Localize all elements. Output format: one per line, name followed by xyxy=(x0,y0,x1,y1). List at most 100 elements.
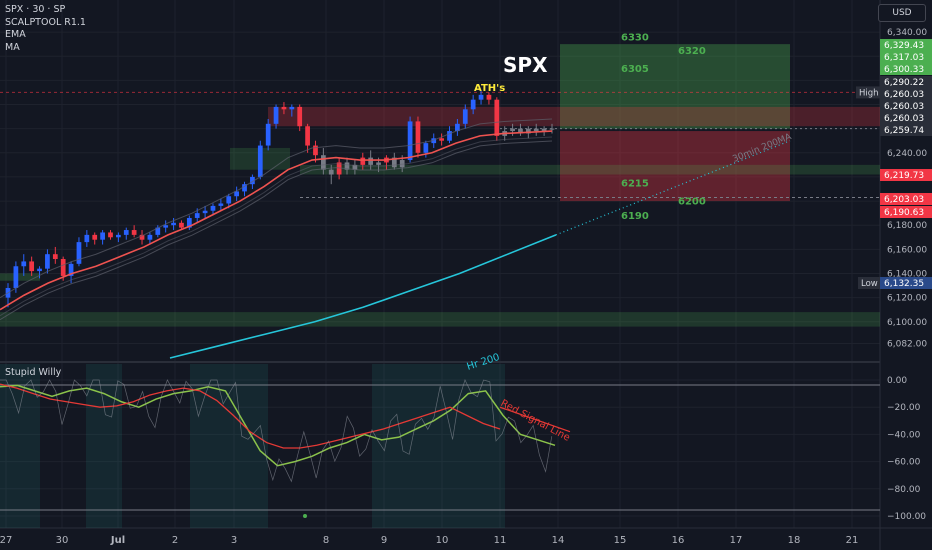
sub-tick: −20.00 xyxy=(887,403,921,413)
ema-band-upper xyxy=(0,118,553,299)
candle-body xyxy=(297,106,303,127)
candle-body xyxy=(171,222,176,226)
candle-body xyxy=(163,225,169,228)
supply-zone xyxy=(268,106,880,127)
demand-zone-4 xyxy=(0,312,880,327)
indicator-lines xyxy=(0,118,791,359)
candle-body xyxy=(273,106,279,124)
time-tick: 18 xyxy=(788,535,801,546)
level-label: 6190 xyxy=(621,211,649,222)
candle-body xyxy=(37,268,42,272)
candle-body xyxy=(108,232,113,238)
price-tick: 6,160.00 xyxy=(887,245,927,255)
demand-zone-3 xyxy=(0,273,40,281)
indicator-scalptool[interactable]: SCALPTOOL R1.1 xyxy=(5,16,86,28)
signal-red-extension xyxy=(499,406,571,433)
candle-body xyxy=(45,254,50,269)
candle-body xyxy=(131,230,137,235)
candle-body xyxy=(478,94,484,100)
indicator-ema[interactable]: EMA xyxy=(5,29,26,40)
candle-body xyxy=(541,128,547,132)
time-tick: 10 xyxy=(436,535,449,546)
ema-band-lower xyxy=(0,140,553,321)
candle-body xyxy=(76,242,82,264)
sub-highlight xyxy=(372,364,505,528)
indicator-ma[interactable]: MA xyxy=(5,41,20,53)
price-label-text: 6,132.35 xyxy=(884,279,924,289)
signal-dot xyxy=(303,514,307,518)
level-label: 6305 xyxy=(621,64,649,75)
price-tick: 6,120.00 xyxy=(887,294,927,304)
chart-title: SPX xyxy=(503,53,548,77)
time-tick: 14 xyxy=(552,535,565,546)
price-label-text: 6,259.74 xyxy=(884,126,924,136)
price-label-text: 6,317.03 xyxy=(884,53,924,63)
currency-button[interactable]: USD xyxy=(878,4,926,22)
price-label-box xyxy=(880,277,932,289)
candle-body xyxy=(194,213,200,218)
signal-raw-line xyxy=(0,379,553,483)
candle-body xyxy=(376,162,381,165)
time-tick: Jul xyxy=(110,535,125,546)
price-label-text: 6,290.22 xyxy=(884,78,924,88)
candle-body xyxy=(13,266,19,288)
price-label-box xyxy=(880,51,932,63)
price-label-text: 6,260.03 xyxy=(884,102,924,112)
candle-body xyxy=(360,157,366,165)
legend: SPX · 30 · SP SCALPTOOL R1.1 EMA MA xyxy=(5,4,86,54)
price-label-box xyxy=(880,124,932,136)
candle-body xyxy=(226,196,232,204)
time-tick: 9 xyxy=(381,535,387,546)
price-label-text: 6,300.33 xyxy=(884,65,924,75)
candle-body xyxy=(21,261,27,267)
candle-body xyxy=(510,128,515,132)
candle-body xyxy=(415,121,421,153)
candle-body xyxy=(549,128,555,130)
time-tick: 11 xyxy=(494,535,507,546)
level-label: 6320 xyxy=(678,46,706,57)
candle-body xyxy=(250,176,255,185)
candle-body xyxy=(29,261,35,272)
candle-body xyxy=(257,145,263,177)
time-tick: 16 xyxy=(672,535,685,546)
candle-body xyxy=(423,143,429,153)
ema-band-inner xyxy=(0,136,553,317)
subpanel-legend[interactable]: Stupid Willy xyxy=(5,367,62,378)
candle-body xyxy=(179,222,184,228)
zones: 6330 6320 6305 6215 6200 6190 xyxy=(0,33,880,327)
price-label-box xyxy=(880,112,932,124)
level-label: 6215 xyxy=(621,179,649,190)
price-label-box xyxy=(880,100,932,112)
candle-body xyxy=(486,94,492,100)
sub-tick: −80.00 xyxy=(887,485,921,495)
price-tick: 6,100.00 xyxy=(887,318,927,328)
candle-body xyxy=(265,123,271,146)
candle-body xyxy=(399,160,405,168)
candle-body xyxy=(447,131,452,141)
demand-zone-2 xyxy=(300,164,880,175)
candle-body xyxy=(470,99,476,110)
candle-body xyxy=(344,162,350,170)
price-label-box xyxy=(880,76,932,88)
candle-body xyxy=(242,184,247,192)
level-label: 6200 xyxy=(678,197,706,208)
symbol-label[interactable]: SPX · 30 · SP xyxy=(5,4,66,15)
candle-body xyxy=(407,121,413,161)
candle-body xyxy=(431,138,437,144)
candle-body xyxy=(147,234,153,240)
candle-body xyxy=(139,234,145,240)
sub-highlight xyxy=(0,364,40,528)
candle-body xyxy=(186,217,192,228)
candle-body xyxy=(533,128,539,132)
price-label-text: 6,260.03 xyxy=(884,90,924,100)
price-tick: 6,180.00 xyxy=(887,221,927,231)
price-label-box xyxy=(880,88,932,100)
high-badge xyxy=(856,86,880,99)
sub-tick: 0.00 xyxy=(887,376,907,386)
price-tick: 6,240.00 xyxy=(887,149,927,159)
stop-zone-red xyxy=(560,131,790,202)
price-label-box xyxy=(880,169,932,181)
candle-body xyxy=(455,123,460,132)
signal-green-line xyxy=(0,384,556,467)
